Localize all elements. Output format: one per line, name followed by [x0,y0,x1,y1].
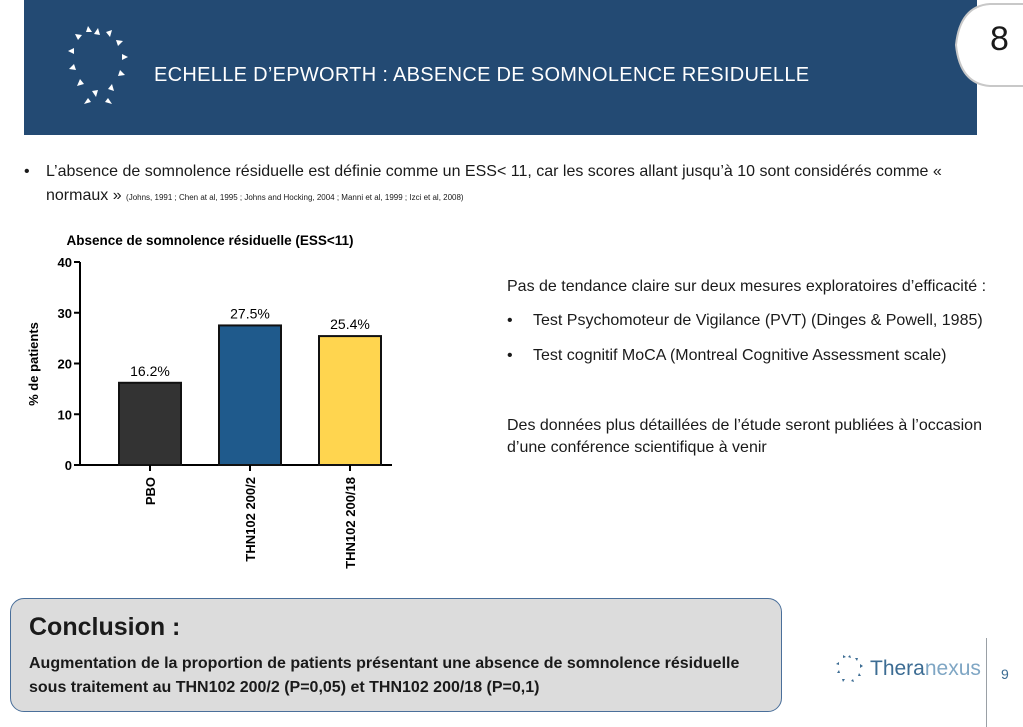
bar [318,335,382,466]
bullet-dot: • [24,163,30,180]
x-tick-label: THN102 200/2 [243,477,258,562]
header-band: ECHELLE D’EPWORTH : ABSENCE DE SOMNOLENC… [24,0,977,135]
conclusion-text: Augmentation de la proportion de patient… [29,655,740,696]
bar-chart: Absence de somnolence résiduelle (ESS<11… [26,233,392,569]
bullet-references: (Johns, 1991 ; Chen at al, 1995 ; Johns … [126,193,464,202]
bullet-text: L’absence de somnolence résiduelle est d… [46,163,942,204]
theranexus-logo-icon [68,26,128,104]
bullet-dot: • [507,347,513,364]
x-tick-label: THN102 200/18 [343,477,358,569]
bar-data-label: 25.4% [330,316,370,332]
measure-item-text: Test cognitif MoCA (Montreal Cognitive A… [533,347,947,364]
bar [218,324,282,466]
definition-bullets: • L’absence de somnolence résiduelle est… [24,160,984,210]
chart-title: Absence de somnolence résiduelle (ESS<11… [67,233,354,248]
slide-title: ECHELLE D’EPWORTH : ABSENCE DE SOMNOLENC… [154,64,810,86]
brand-logo: Theranexus [836,655,981,683]
bar-data-label: 27.5% [230,305,270,321]
footer-page-number: 9 [1001,666,1009,682]
y-tick-label: 40 [58,255,72,270]
conclusion-box: Conclusion : Augmentation de la proporti… [10,598,782,712]
y-tick-label: 10 [58,407,72,422]
page-tab-number: 8 [990,20,1009,58]
measure-item: • Test cognitif MoCA (Montreal Cognitive… [507,345,987,367]
bullet-item: • L’absence de somnolence résiduelle est… [24,160,984,210]
conclusion-title: Conclusion : [29,613,181,641]
bullet-text-wrap: L’absence de somnolence résiduelle est d… [46,160,984,210]
y-tick-label: 20 [58,357,72,372]
theranexus-logo-icon [836,655,863,682]
brand-wordmark-b: nexus [924,657,981,680]
exploratory-intro: Pas de tendance claire sur deux mesures … [507,278,987,295]
y-tick-label: 0 [65,458,72,473]
footer-divider [986,638,987,727]
exploratory-measures: Pas de tendance claire sur deux mesures … [507,276,987,459]
page-tab-shape [954,3,1023,87]
bullet-dot: • [507,312,513,329]
publication-note: Des données plus détaillées de l’étude s… [507,417,982,456]
chart-ylabel: % de patients [26,322,41,406]
bar [118,381,182,466]
measure-item: • Test Psychomoteur de Vigilance (PVT) (… [507,310,987,332]
brand-wordmark: Theranexus [870,657,981,681]
measure-item-text: Test Psychomoteur de Vigilance (PVT) (Di… [533,312,983,329]
y-tick-label: 30 [58,306,72,321]
bar-data-label: 16.2% [130,363,170,379]
brand-wordmark-a: Thera [870,657,925,680]
x-tick-label: PBO [143,477,158,505]
